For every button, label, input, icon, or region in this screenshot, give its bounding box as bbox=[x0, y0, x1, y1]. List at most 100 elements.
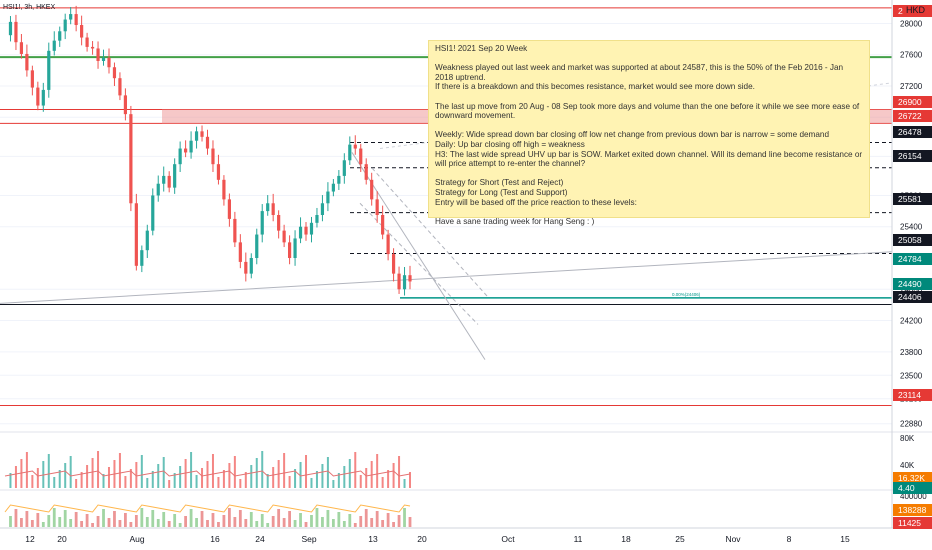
candle-body bbox=[397, 273, 401, 290]
candle-body bbox=[80, 25, 84, 38]
volume-bar bbox=[266, 474, 269, 488]
x-tick-label: 25 bbox=[675, 534, 685, 544]
volume-bar bbox=[201, 468, 204, 488]
volume-bar bbox=[326, 457, 329, 488]
demand-trendline bbox=[0, 251, 893, 304]
oscillator-bar bbox=[271, 516, 275, 527]
volume-bar bbox=[211, 454, 214, 488]
oscillator-bar bbox=[233, 517, 237, 527]
oscillator-bar bbox=[129, 522, 133, 527]
analysis-note[interactable]: HSI1! 2021 Sep 20 Week Weakness played o… bbox=[428, 40, 870, 226]
oscillator-bar bbox=[227, 508, 231, 527]
volume-bar bbox=[162, 457, 165, 488]
oscillator-bar bbox=[403, 508, 406, 527]
x-tick-label: 24 bbox=[255, 534, 265, 544]
price-labels: 2 26900 26722 26478 26154 25581 25058 24784 2449… bbox=[893, 5, 932, 529]
price-label-tag bbox=[893, 504, 932, 516]
volume-bar bbox=[64, 463, 67, 488]
price-label-text: 24784 bbox=[898, 254, 922, 264]
price-label-text: 26900 bbox=[898, 97, 922, 107]
note-line: Daily: Up bar closing off high = weaknes… bbox=[435, 139, 585, 149]
candle-body bbox=[112, 67, 117, 79]
candle-body bbox=[255, 234, 259, 258]
volume-bar bbox=[69, 456, 72, 488]
x-tick-label: 18 bbox=[621, 534, 631, 544]
volume-bar bbox=[222, 470, 225, 488]
volume-bar bbox=[86, 465, 89, 488]
candle-body bbox=[8, 21, 13, 36]
oscillator-bar bbox=[80, 521, 84, 527]
x-tick-label: 15 bbox=[840, 534, 850, 544]
candle-body bbox=[107, 57, 111, 68]
note-line: H3: The last wide spread UHV up bar is S… bbox=[435, 149, 863, 169]
candle-body bbox=[287, 242, 292, 258]
oscillator-line bbox=[4, 504, 411, 513]
candle-body bbox=[205, 136, 210, 149]
y-tick-label: 24200 bbox=[900, 317, 923, 326]
channel-line bbox=[359, 202, 479, 325]
candle-body bbox=[260, 211, 264, 235]
candle-body bbox=[156, 183, 160, 196]
candle-body bbox=[375, 199, 379, 215]
oscillator-bar bbox=[304, 522, 308, 527]
currency-label: HKD bbox=[906, 5, 926, 15]
oscillator-bar bbox=[331, 519, 335, 527]
oscillator-bar bbox=[118, 520, 122, 527]
candle-body bbox=[364, 164, 368, 180]
oscillator-bar bbox=[74, 512, 78, 527]
time-axis: 12 20 Aug 16 24 Sep 13 20 Oct 11 18 25 Nov 8 15 bbox=[0, 527, 932, 544]
note-line: Strategy for Short (Test and Reject) bbox=[435, 178, 564, 188]
candle-body bbox=[96, 48, 100, 61]
candle-body bbox=[63, 19, 67, 32]
oscillator-bar bbox=[140, 508, 144, 527]
candle-body bbox=[47, 50, 51, 90]
price-label-tag bbox=[893, 126, 932, 138]
volume-bar bbox=[173, 473, 176, 488]
candle-body bbox=[69, 14, 73, 20]
oscillator-bar bbox=[52, 508, 56, 527]
price-label-tag bbox=[893, 96, 932, 108]
oscillator-bar bbox=[145, 517, 149, 527]
volume-bar bbox=[91, 458, 94, 488]
volume-bar bbox=[124, 476, 127, 488]
candle-body bbox=[249, 258, 253, 274]
y-tick-label: 22880 bbox=[900, 420, 923, 429]
volume-bar bbox=[239, 479, 242, 488]
oscillator-bar bbox=[91, 523, 94, 527]
price-label-tag bbox=[893, 253, 932, 265]
candle-body bbox=[211, 148, 215, 165]
candle-body bbox=[189, 140, 193, 153]
oscillator-bar bbox=[244, 519, 248, 527]
oscillator-bar bbox=[397, 515, 401, 527]
volume-bar bbox=[14, 466, 17, 488]
oscillator-bar bbox=[85, 514, 89, 527]
note-line: Entry will be based off the price reacti… bbox=[435, 197, 637, 207]
candle-body bbox=[348, 144, 352, 161]
candle-body bbox=[167, 175, 171, 188]
volume-bar bbox=[321, 464, 324, 488]
oscillator-bar bbox=[370, 518, 374, 527]
volume-bar bbox=[102, 474, 105, 488]
oscillator-bar bbox=[113, 511, 116, 527]
volume-bar bbox=[392, 463, 395, 488]
y-tick-label: 28000 bbox=[900, 19, 923, 28]
price-label-text: 4.40 bbox=[898, 483, 915, 493]
price-label-text: 16.32K bbox=[898, 473, 925, 483]
price-label-text: 2 bbox=[898, 6, 903, 16]
oscillator-bar bbox=[69, 519, 73, 527]
oscillator-bar bbox=[288, 511, 291, 527]
volume-bar bbox=[299, 462, 302, 488]
candle-body bbox=[293, 238, 297, 258]
oscillator-bar bbox=[206, 520, 209, 527]
candle-body bbox=[326, 191, 330, 204]
volume-bar bbox=[146, 478, 149, 488]
oscillator-bar bbox=[184, 516, 188, 527]
oscillator-bar bbox=[211, 513, 215, 527]
candle-body bbox=[320, 203, 325, 215]
oscillator-bar bbox=[282, 518, 286, 527]
candle-body bbox=[337, 175, 341, 184]
oscillator-bar bbox=[9, 516, 12, 527]
volume-bar bbox=[310, 478, 313, 488]
note-line bbox=[435, 92, 863, 102]
volume-bar bbox=[315, 471, 318, 488]
